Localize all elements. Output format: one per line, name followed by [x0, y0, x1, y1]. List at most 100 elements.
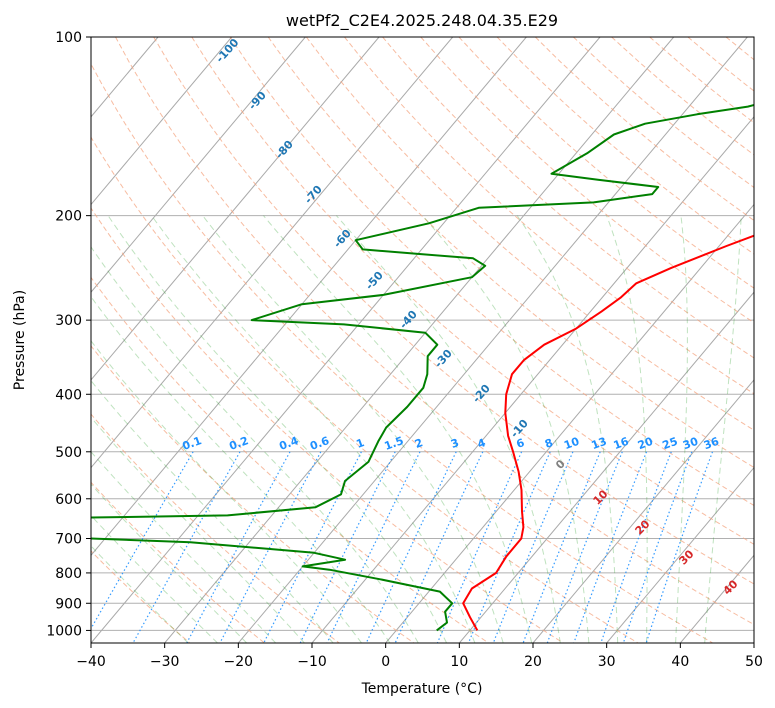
isotherm-line	[91, 37, 454, 469]
plot-frame	[90, 36, 755, 644]
dewpoint-profile	[91, 103, 754, 632]
x-tick-label: −30	[150, 654, 180, 670]
x-tick-label: 10	[450, 654, 468, 670]
dry-adiabat	[458, 37, 754, 289]
y-tick-label: 1000	[46, 623, 82, 639]
y-tick-label: 800	[55, 566, 82, 582]
moist-adiabat	[91, 340, 362, 643]
mixing-ratio-label: 2	[413, 436, 425, 451]
moist-adiabat	[704, 215, 742, 643]
mixing-ratio-line	[326, 451, 421, 643]
chart-title: wetPf2_C2E4.2025.248.04.35.E29	[286, 11, 558, 31]
mixing-ratio-label: 10	[562, 435, 581, 453]
pressure-gridlines	[91, 37, 754, 631]
isotherm-line	[606, 466, 754, 643]
isotherm-line	[164, 37, 675, 643]
moist-adiabat	[263, 215, 533, 643]
mixing-ratio-line	[522, 451, 601, 643]
isotherm-line	[91, 37, 380, 381]
dry-adiabat	[91, 136, 639, 643]
mixing-ratio-label: 8	[543, 436, 555, 451]
temperature-profile	[462, 234, 754, 631]
moist-adiabat	[422, 215, 590, 643]
mixing-ratio-label: 0.1	[181, 434, 204, 453]
mixing-ratio-line	[394, 451, 484, 643]
x-axis-ticks: −40 −30 −20 −10 0 10 20 30 40 50	[76, 643, 763, 670]
moist-adiabat	[606, 215, 648, 643]
isotherm-line	[385, 203, 754, 643]
plot-area: 0.1 0.2 0.4 0.6 1 1.5 2 3 4 6 8 10 13 16 20 25 30 36-100-…	[91, 37, 754, 643]
x-tick-label: 50	[745, 654, 763, 670]
mixing-ratio-label: 4	[476, 436, 488, 451]
mixing-ratio-label: 25	[661, 435, 680, 452]
dry-adiabat	[191, 37, 754, 545]
moist-adiabat	[516, 215, 619, 643]
dry-adiabat	[91, 345, 415, 643]
mixing-ratio-label: 6	[515, 436, 527, 451]
moist-adiabats	[91, 215, 742, 643]
mixing-ratio-line	[622, 451, 693, 643]
dry-adiabat	[91, 550, 191, 643]
reference-line-labels: 0.1 0.2 0.4 0.6 1 1.5 2 3 4 6 8 10 13 16 20 25 30 36-100-…	[181, 37, 741, 598]
dry-adiabat	[91, 62, 713, 643]
y-tick-label: 700	[55, 532, 82, 548]
mixing-ratio-line	[600, 451, 672, 643]
dry-adiabat	[91, 207, 564, 643]
moist-adiabat	[91, 416, 305, 643]
mixing-ratio-line	[573, 451, 648, 643]
x-tick-label: 20	[524, 654, 542, 670]
y-tick-label: 600	[55, 492, 82, 508]
mixing-ratio-label: 30	[681, 435, 700, 453]
mixing-ratio-label: 20	[636, 435, 655, 453]
dry-adiabat	[229, 37, 754, 507]
sounding-profiles	[91, 103, 754, 632]
dry-adiabats	[91, 37, 754, 643]
moist-adiabat	[91, 295, 391, 643]
y-tick-label: 200	[55, 209, 82, 225]
isotherm-line	[532, 379, 754, 643]
x-tick-label: −20	[224, 654, 254, 670]
mixing-ratio-label: 16	[612, 435, 631, 453]
x-tick-label: −10	[297, 654, 327, 670]
mixing-ratio-label: 36	[702, 435, 721, 453]
mixing-ratio-line	[299, 451, 396, 643]
isotherm-line	[91, 37, 306, 293]
mixing-ratio-label: 0.4	[277, 434, 300, 453]
y-tick-label: 100	[55, 30, 82, 46]
y-axis-title: Pressure (hPa)	[12, 290, 28, 390]
mixing-ratio-line	[365, 451, 457, 643]
moist-adiabat	[151, 215, 476, 643]
moist-adiabat	[91, 483, 248, 643]
isotherm-line	[91, 37, 527, 557]
x-tick-label: −40	[76, 654, 106, 670]
x-axis-title: Temperature (°C)	[361, 681, 483, 697]
x-tick-label: 0	[381, 654, 390, 670]
mixing-ratio-line	[132, 451, 241, 643]
mixing-ratio-label: 0.2	[227, 434, 250, 453]
mixing-ratio-line	[186, 451, 291, 643]
y-tick-label: 900	[55, 596, 82, 612]
dry-adiabat	[91, 481, 265, 643]
moist-adiabat	[675, 215, 688, 643]
isotherm-line	[91, 37, 233, 206]
isotherm-line	[458, 291, 754, 643]
isotherm-line	[237, 37, 748, 643]
mixing-ratio-label: 13	[590, 435, 609, 452]
mixing-ratio-label: 1	[354, 436, 366, 451]
mixing-ratio-line	[219, 451, 322, 643]
y-tick-label: 400	[55, 387, 82, 403]
mixing-ratio-label: 1.5	[383, 434, 406, 453]
x-tick-label: 40	[671, 654, 689, 670]
moist-adiabat	[91, 450, 277, 643]
y-tick-label: 500	[55, 445, 82, 461]
dry-adiabat	[91, 413, 340, 643]
mixing-ratio-label: 0.6	[308, 434, 331, 453]
x-tick-label: 30	[598, 654, 616, 670]
y-axis-ticks: 100 200 300 400 500 600 700 800 900 1000	[46, 30, 91, 639]
mixing-ratio-line	[546, 451, 623, 643]
moist-adiabat	[91, 379, 334, 643]
moist-adiabat	[202, 215, 504, 643]
skewed-isotherms	[91, 37, 754, 643]
